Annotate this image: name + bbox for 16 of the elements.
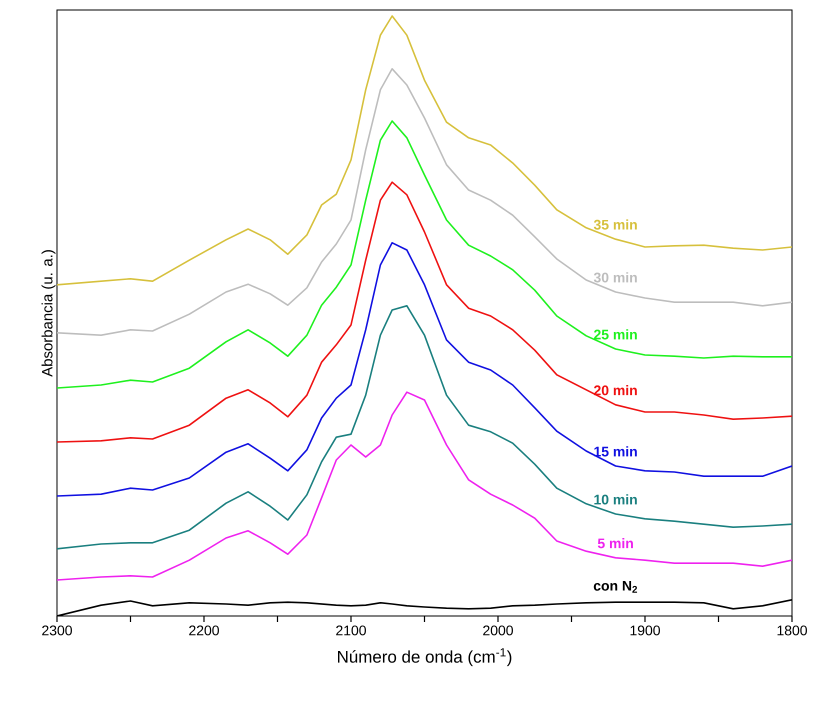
series-label: 35 min [594, 219, 637, 230]
y-axis-title: Absorbancia (u. a.) [42, 250, 56, 377]
series-label: 30 min [594, 272, 637, 282]
series-label: 5 min [598, 538, 633, 548]
x-tick-label: 2100 [336, 625, 366, 636]
series-label: 10 min [594, 494, 637, 505]
series-label: 20 min [594, 385, 637, 396]
x-tick-label: 1900 [630, 625, 660, 636]
series-label: 15 min [594, 446, 637, 457]
x-tick-label: 2200 [189, 625, 219, 636]
x-axis-title: Número de onda (cm$^{-1}$) [338, 648, 512, 666]
x-tick-label: 2300 [42, 625, 72, 636]
x-tick-label: 1800 [778, 625, 807, 636]
series-label: con N$_{2}$ [594, 580, 638, 593]
x-tick-label: 2000 [483, 625, 513, 636]
series-label: 25 min [594, 329, 637, 340]
